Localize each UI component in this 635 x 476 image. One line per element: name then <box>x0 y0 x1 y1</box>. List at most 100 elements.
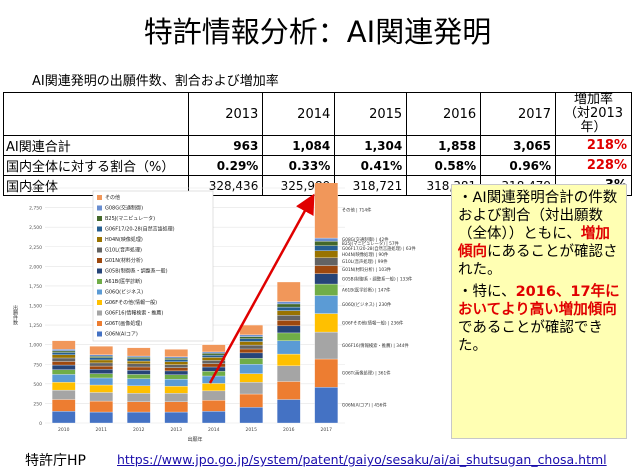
bar-segment <box>89 392 114 402</box>
bar-segment <box>239 358 264 365</box>
bar-segment <box>164 349 189 357</box>
bar-segment <box>239 341 264 346</box>
segment-label: G05B(制御系・調整系一般) | 133件 <box>342 275 413 282</box>
bar-segment <box>314 273 339 285</box>
bar-segment <box>276 281 301 302</box>
callout-point-1: ・AI関連発明合計の件数および割合（対出願数（全体））ともに、増加傾向にあること… <box>458 190 618 278</box>
segment-label: A61B(医学診断) | 147件 <box>342 286 391 293</box>
bar-segment <box>51 389 76 400</box>
bar-segment <box>89 354 114 357</box>
segment-label: G06N(AIコア) | 456件 <box>342 402 388 409</box>
y-tick-label: 250 <box>33 401 42 407</box>
bar-segment <box>314 387 339 424</box>
bar-segment <box>164 367 189 372</box>
segment-label: G06F16(情報検索・推薦) | 344件 <box>342 342 410 349</box>
y-tick-label: 1,750 <box>29 284 42 290</box>
segment-label: その他 | 714件 <box>342 207 372 214</box>
bar-segment <box>276 325 301 334</box>
legend-label: G06Fその他(情報一般) <box>105 299 157 306</box>
bar-segment <box>239 373 264 383</box>
segment-label: G08G(交通制御) | 42件 <box>342 236 389 243</box>
bar-segment <box>89 384 114 393</box>
bar-segment <box>89 357 114 361</box>
bar-segment <box>89 411 114 424</box>
segment-label: G10L(音声処理) | 99件 <box>342 258 388 265</box>
bar-segment <box>314 245 339 251</box>
table-cell: 1,304 <box>334 135 408 156</box>
segment-label: G01N(材料分析) | 103件 <box>342 266 392 273</box>
bar-segment <box>201 354 226 358</box>
table-cell: 0.96% <box>480 155 557 176</box>
y-tick-label: 2,000 <box>29 264 42 270</box>
y-tick-label: 2,500 <box>29 225 42 231</box>
x-tick-label: 2016 <box>283 427 295 433</box>
legend-swatch <box>97 268 102 274</box>
bar-segment <box>164 386 189 394</box>
bar-segment <box>164 356 189 359</box>
bar-segment <box>89 373 114 379</box>
bar-segment <box>51 352 76 355</box>
header-rate: 増加率 （対2013年） <box>555 92 632 136</box>
bar-segment <box>239 352 264 359</box>
x-tick-label: 2013 <box>171 427 183 433</box>
bar-segment <box>239 336 264 339</box>
bar-segment <box>201 390 226 401</box>
page-title: 特許情報分析：AI関連発明 <box>143 15 492 49</box>
x-tick-label: 2015 <box>246 427 258 433</box>
table-cell: 318,721 <box>334 175 408 196</box>
bar-segment <box>276 340 301 355</box>
bar-segment <box>126 366 151 371</box>
callout-point-2: ・特に、2016、17年においてより高い増加傾向であることが確認できた。 <box>458 284 620 354</box>
legend-swatch <box>97 258 102 263</box>
bar-segment <box>314 295 339 314</box>
segment-label: G06F17/20-28(自然言語処理) | 63件 <box>342 245 416 252</box>
segment-label: G06Fその他(情報一般) | 236件 <box>342 319 404 326</box>
bar-segment <box>201 383 226 392</box>
bar-segment <box>314 313 339 333</box>
x-tick-label: 2011 <box>96 427 108 433</box>
bar-segment <box>164 364 189 368</box>
legend-swatch <box>97 237 102 242</box>
bar-segment <box>201 366 226 372</box>
bar-segment <box>126 374 151 379</box>
legend-label: H04N(映像処理) <box>105 236 143 243</box>
bar-segment <box>201 400 226 412</box>
bar-segment <box>276 332 301 341</box>
bar-segment <box>239 393 264 408</box>
legend-label: B25J(マニピュレータ) <box>105 215 155 222</box>
legend-swatch <box>97 300 102 305</box>
legend-swatch <box>97 226 102 232</box>
y-tick-label: 1,500 <box>29 304 42 310</box>
callout-box: ・AI関連発明合計の件数および割合（対出願数（全体））ともに、増加傾向にあること… <box>451 184 627 439</box>
y-axis-label: 出願件数 <box>12 304 18 326</box>
header-year: 2014 <box>262 92 336 136</box>
legend-label: G06N(AIコア) <box>105 332 138 338</box>
bar-segment <box>164 411 189 424</box>
table-cell: 0.58% <box>406 155 482 176</box>
bar-segment <box>89 369 114 374</box>
bar-segment <box>126 360 151 365</box>
bar-segment <box>164 361 189 365</box>
legend-label: G01N(材料分析) <box>105 257 143 264</box>
bar-segment <box>89 362 114 367</box>
bar-segment <box>239 338 264 342</box>
source-label: 特許庁HP <box>25 453 86 469</box>
bar-segment <box>126 385 151 394</box>
bar-segment <box>89 365 114 370</box>
bar-segment <box>51 357 76 362</box>
table-header-row: 2013 2014 2015 2016 2017 増加率 （対2013年） <box>2 92 632 136</box>
legend-swatch <box>97 195 102 200</box>
legend-swatch <box>97 205 102 211</box>
bar-segment <box>276 306 301 311</box>
rate-cell: 218% <box>555 135 632 156</box>
legend-swatch <box>97 279 102 284</box>
y-tick-label: 1,250 <box>29 323 42 329</box>
source-link[interactable]: https://www.jpo.go.jp/system/patent/gaiy… <box>117 452 607 467</box>
bar-segment <box>164 401 189 413</box>
bar-segment <box>239 382 264 395</box>
bar-segment <box>126 401 151 413</box>
y-tick-label: 750 <box>33 362 42 368</box>
bar-segment <box>51 340 76 350</box>
bar-segment <box>89 356 114 358</box>
header-year: 2013 <box>188 92 264 136</box>
